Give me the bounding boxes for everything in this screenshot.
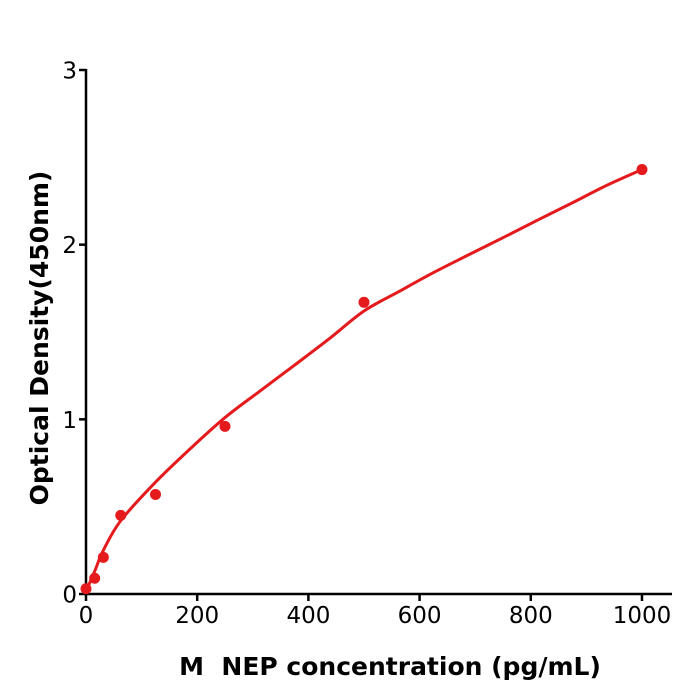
x-tick-label: 800 xyxy=(509,603,553,629)
data-point xyxy=(219,420,231,432)
y-axis-label: Optical Density(450nm) xyxy=(25,171,54,506)
y-tick-label: 3 xyxy=(62,59,77,85)
plot-area: 0 1 2 3 0 200 400 600 800 1000 xyxy=(62,59,672,629)
data-point xyxy=(89,572,101,584)
x-tick-label: 1000 xyxy=(613,603,672,629)
y-tick-label: 2 xyxy=(62,233,77,259)
x-axis-label: M NEP concentration (pg/mL) xyxy=(179,652,601,681)
data-point xyxy=(636,164,648,176)
y-tick-label: 0 xyxy=(62,583,77,609)
x-tick-label: 0 xyxy=(79,603,94,629)
data-point xyxy=(115,509,127,521)
data-point xyxy=(97,551,109,563)
data-point xyxy=(80,583,92,595)
x-tick-label: 200 xyxy=(175,603,219,629)
data-point xyxy=(150,488,161,500)
x-tick-label: 600 xyxy=(398,603,442,629)
fit-curve xyxy=(84,168,644,593)
y-tick-label: 1 xyxy=(62,408,77,434)
data-point xyxy=(358,296,370,308)
x-tick-label: 400 xyxy=(286,603,330,629)
